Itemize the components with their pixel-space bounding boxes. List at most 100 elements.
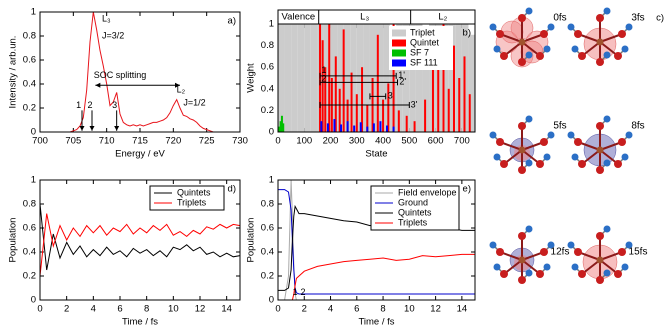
y-axis-label: Population	[8, 218, 19, 263]
y-tick-label: 0.8	[261, 199, 274, 210]
plot-frame	[277, 23, 476, 133]
y-tick-label: 0.8	[23, 31, 36, 42]
hydrogen	[621, 263, 629, 271]
molecule: 8fs	[567, 115, 645, 174]
y-axis-label: Intensity / arb.un.	[8, 36, 19, 109]
line-series	[39, 203, 241, 271]
hydrogen	[525, 159, 533, 167]
bar	[278, 24, 285, 132]
oxygen	[518, 166, 526, 174]
hydrogen	[603, 7, 611, 15]
y-tick-label: 1	[269, 19, 274, 30]
y-tick-label: 0	[31, 295, 36, 306]
annotation: SOC splitting	[94, 70, 147, 80]
hydrogen	[489, 241, 497, 249]
annotation: 3'	[411, 99, 418, 109]
hydrogen	[493, 263, 501, 271]
x-tick-label: 700	[32, 136, 48, 147]
bar	[324, 67, 327, 132]
legend-label: Triplets	[398, 217, 428, 227]
bar	[334, 56, 337, 132]
oxygen	[596, 122, 604, 130]
x-tick-label: 700	[454, 136, 470, 147]
metal-atom	[596, 146, 604, 154]
hydrogen	[547, 241, 555, 249]
bar	[405, 115, 408, 132]
hydrogen	[547, 131, 555, 139]
x-tick-label: 14	[221, 304, 232, 315]
bar	[437, 29, 440, 132]
bar	[448, 24, 456, 132]
bar	[372, 123, 375, 132]
frame-label: 3fs	[631, 13, 644, 24]
bar	[363, 24, 370, 132]
annotation: 1'	[398, 70, 405, 80]
bar	[422, 34, 430, 132]
bar	[279, 121, 282, 132]
panel-label: e)	[463, 184, 471, 195]
bar	[342, 29, 345, 132]
y-tick-label: 0.2	[23, 271, 36, 282]
oxygen	[618, 30, 626, 38]
bar	[350, 24, 357, 132]
annotation: 2	[321, 73, 326, 83]
x-tick-label: 2	[302, 304, 307, 315]
arrow-head	[89, 126, 95, 131]
region-label: L₂	[438, 12, 447, 23]
hydrogen	[621, 153, 629, 161]
legend-swatch	[392, 49, 406, 57]
x-tick-label: 200	[323, 136, 339, 147]
hydrogen	[489, 23, 497, 31]
legend-label: Triplets	[177, 197, 207, 207]
legend-label: SF 111	[410, 57, 438, 67]
y-tick-label: 0.4	[261, 247, 274, 258]
x-tick-label: 12	[195, 304, 206, 315]
panel-label: d)	[228, 184, 236, 195]
bar	[376, 34, 379, 132]
oxygen	[574, 30, 582, 38]
hydrogen	[525, 51, 533, 59]
bar	[376, 24, 384, 132]
line-series	[40, 11, 240, 133]
bar	[396, 24, 403, 132]
molecule: 3fs	[567, 7, 645, 66]
hydrogen	[493, 45, 501, 53]
x-tick-label: 4	[91, 304, 96, 315]
legend-swatch	[392, 39, 406, 47]
bar	[442, 24, 449, 132]
x-tick-label: 730	[232, 136, 248, 147]
bar	[413, 121, 416, 132]
bar	[326, 123, 329, 132]
bar	[337, 24, 344, 132]
bar	[452, 45, 455, 132]
bar	[397, 110, 400, 132]
hydrogen	[571, 263, 579, 271]
bar	[355, 94, 358, 132]
legend-label: Triplet	[410, 27, 435, 37]
oxygen	[614, 52, 622, 60]
oxygen	[518, 276, 526, 284]
oxygen	[596, 276, 604, 284]
legend-label: Quintet	[410, 37, 440, 47]
annotation: 3	[388, 91, 393, 101]
hydrogen	[567, 241, 575, 249]
y-tick-label: 1	[31, 7, 36, 18]
metal-atom	[518, 38, 526, 46]
molecule: 0fs	[489, 7, 567, 68]
molecule: 5fs	[489, 115, 567, 174]
arrow-head	[79, 126, 85, 131]
x-tick-label: 705	[65, 136, 81, 147]
bar	[340, 124, 343, 132]
x-tick-label: 10	[168, 304, 179, 315]
hydrogen	[543, 153, 551, 161]
annotation: L₂	[177, 84, 186, 94]
frame-label: 8fs	[631, 121, 644, 132]
bar	[379, 121, 382, 132]
oxygen	[618, 248, 626, 256]
line-series	[278, 189, 475, 295]
bar	[359, 122, 362, 132]
bar	[463, 56, 466, 132]
molecule: 15fs	[567, 225, 647, 284]
line-series	[278, 253, 475, 301]
